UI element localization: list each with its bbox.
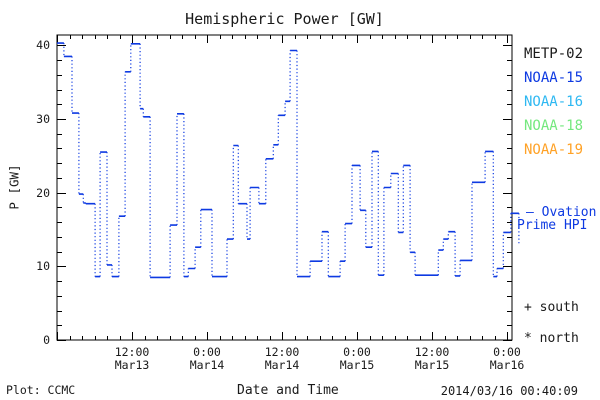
- x-tick-label: 0:00 Mar16: [489, 345, 525, 372]
- legend-item-metp-02: METP-02: [524, 46, 584, 62]
- legend-item-ovation-prime-hpi: — Ovation Prime HPI: [517, 206, 596, 232]
- chart-title: Hemispheric Power [GW]: [185, 10, 384, 28]
- ovation-dash-icon: —: [526, 205, 534, 220]
- ovation-label-line1: Ovation: [541, 205, 597, 220]
- x-tick-label: 12:00 Mar14: [264, 345, 300, 372]
- south-label: south: [539, 300, 579, 315]
- x-tick-label: 12:00 Mar13: [114, 345, 150, 372]
- y-tick-label: 0: [43, 333, 50, 347]
- y-tick-label: 30: [36, 111, 50, 126]
- legend-item-south: + south: [524, 300, 579, 315]
- legend-item-noaa-15: NOAA-15: [524, 70, 584, 86]
- asterisk-marker-icon: *: [524, 331, 532, 346]
- legend-item-north: * north: [524, 331, 579, 346]
- y-tick-label: 20: [36, 185, 50, 200]
- plot-credit: Plot: CCMC: [6, 383, 76, 397]
- north-label: north: [539, 331, 579, 346]
- ovation-label-line2: Prime HPI: [517, 218, 588, 233]
- legend-item-noaa-18: NOAA-18: [524, 118, 584, 134]
- y-tick-label: 10: [36, 259, 50, 274]
- y-tick-label: 40: [36, 38, 50, 53]
- x-tick-label: 0:00 Mar15: [339, 345, 375, 372]
- plus-marker-icon: +: [524, 300, 532, 315]
- satellite-legend: METP-02 NOAA-15 NOAA-16 NOAA-18 NOAA-19: [524, 42, 583, 162]
- legend-item-noaa-19: NOAA-19: [524, 142, 584, 158]
- legend-item-noaa-16: NOAA-16: [524, 94, 584, 110]
- plot-timestamp: 2014/03/16 00:40:09: [440, 384, 578, 398]
- x-tick-label: 12:00 Mar15: [414, 345, 450, 372]
- x-axis-label: Date and Time: [237, 383, 339, 398]
- x-tick-label: 0:00 Mar14: [189, 345, 225, 372]
